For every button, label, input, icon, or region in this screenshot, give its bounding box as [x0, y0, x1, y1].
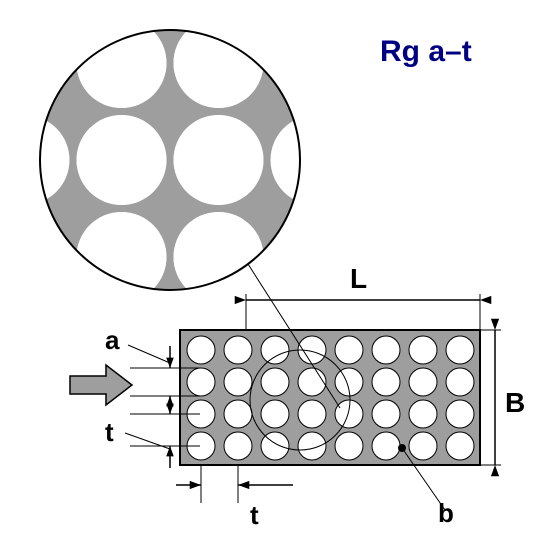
label-a: a: [105, 325, 119, 356]
label-L: L: [350, 263, 367, 295]
label-b: b: [438, 498, 454, 529]
label-t-left: t: [105, 417, 114, 448]
perforation-diagram: [0, 0, 550, 550]
label-B: B: [505, 387, 525, 419]
diagram-title: Rg a–t: [380, 35, 472, 69]
label-t-bottom: t: [250, 500, 259, 531]
